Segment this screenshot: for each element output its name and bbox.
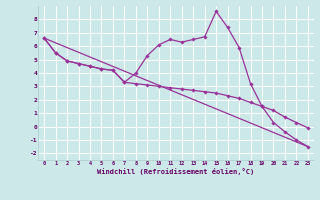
X-axis label: Windchill (Refroidissement éolien,°C): Windchill (Refroidissement éolien,°C) [97, 168, 255, 175]
